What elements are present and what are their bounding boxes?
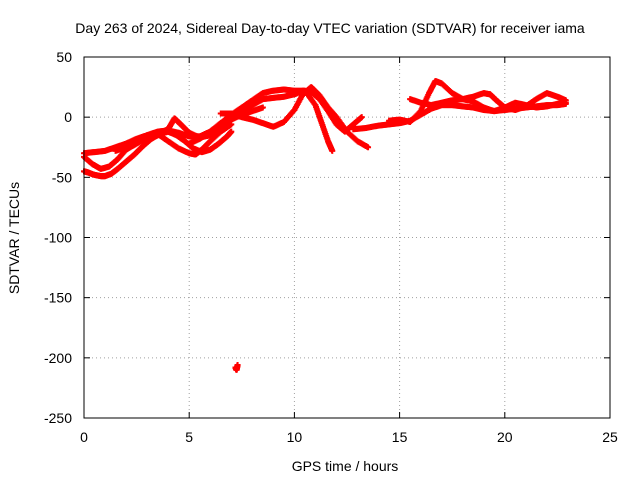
x-tick-label: 15 <box>392 429 408 445</box>
y-tick-label: -150 <box>44 290 72 306</box>
x-tick-label: 10 <box>287 429 303 445</box>
chart-title: Day 263 of 2024, Sidereal Day-to-day VTE… <box>75 20 585 36</box>
grid-lines <box>84 57 610 418</box>
x-tick-label: 5 <box>185 429 193 445</box>
series-track-8 <box>386 78 569 125</box>
data-point <box>234 362 241 369</box>
plot-frame <box>83 56 611 419</box>
data-point <box>259 104 266 111</box>
series-track-9 <box>407 96 569 115</box>
data-point <box>562 99 569 106</box>
data-points <box>81 78 569 373</box>
series-track-6 <box>217 84 372 151</box>
y-tick-label: 0 <box>64 109 72 125</box>
y-tick-label: -100 <box>44 230 72 246</box>
x-tick-label: 20 <box>497 429 513 445</box>
series-track-2 <box>81 121 235 172</box>
y-tick-label: -250 <box>44 410 72 426</box>
data-point <box>329 147 336 154</box>
y-tick-label: 50 <box>56 49 72 65</box>
x-tick-label: 0 <box>80 429 88 445</box>
data-point <box>365 144 372 151</box>
y-axis-label: SDTVAR / TECUs <box>6 182 22 294</box>
x-axis-label: GPS time / hours <box>292 458 399 474</box>
y-tick-label: -200 <box>44 350 72 366</box>
series-outlier <box>232 362 241 373</box>
axis-ticks: 0 5 10 15 20 25 -250 -200 -150 -100 -50 0 50 <box>44 49 618 445</box>
data-point <box>228 128 235 135</box>
y-tick-label: -50 <box>52 169 72 185</box>
x-tick-label: 25 <box>602 429 618 445</box>
data-point <box>358 114 365 121</box>
